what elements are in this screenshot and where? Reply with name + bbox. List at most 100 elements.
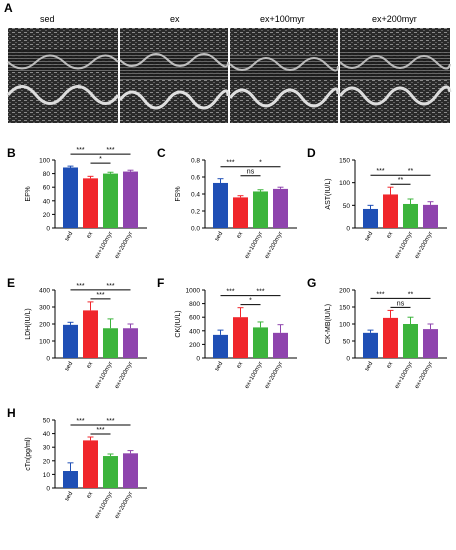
bar-ex-100myr <box>253 327 268 358</box>
significance-label: *** <box>376 291 384 298</box>
significance-label: *** <box>226 289 234 296</box>
y-tick-label: 100 <box>39 339 50 346</box>
chart-b: B 0 20 40 60 80 100 EF% sed ex ex+100myr ex+200myr *… <box>7 146 147 260</box>
y-tick-label: 0.8 <box>191 158 200 165</box>
x-tick-label: ex <box>386 231 394 239</box>
significance-label: *** <box>96 427 104 434</box>
bar-sed <box>213 334 228 358</box>
y-tick-label: 400 <box>39 288 50 295</box>
x-tick-label: ex+100myr <box>94 491 114 520</box>
significance-label: *** <box>96 292 104 299</box>
y-tick-label: 0 <box>46 226 50 233</box>
y-tick-label: 800 <box>189 301 200 308</box>
significance-label: ** <box>408 291 414 298</box>
x-tick-label: ex <box>86 361 94 369</box>
bar-ex-100myr <box>103 328 118 358</box>
y-tick-label: 0.4 <box>191 192 200 199</box>
y-tick-label: 200 <box>189 342 200 349</box>
chart-e: E 0 100 200 300 400 LDH(IU/L) sed ex ex+100myr ex+… <box>7 276 147 390</box>
y-tick-label: 0 <box>196 356 200 363</box>
chart-h: H 0 10 20 30 40 50 cTn(pg/ml) sed ex ex+100myr ex+2… <box>7 406 147 520</box>
x-tick-label: sed <box>64 491 74 502</box>
y-axis-label: CK(IU/L) <box>175 310 182 337</box>
panel-letter: F <box>157 276 164 290</box>
echo-label-sed: sed <box>40 14 55 24</box>
x-tick-label: ex+100myr <box>244 231 264 260</box>
significance-label: *** <box>226 160 234 167</box>
y-tick-label: 40 <box>43 431 51 438</box>
y-tick-label: 100 <box>339 180 350 187</box>
bar-ex-100myr <box>103 456 118 488</box>
significance-label: ** <box>398 177 404 184</box>
x-tick-label: ex+100myr <box>94 361 114 390</box>
bar-ex <box>83 440 98 488</box>
significance-label: *** <box>106 147 114 154</box>
x-tick-label: ex+100myr <box>394 361 414 390</box>
echo-label-ex: ex <box>170 14 180 24</box>
significance-label: *** <box>76 283 84 290</box>
x-tick-label: ex+200myr <box>114 491 134 520</box>
y-tick-label: 150 <box>339 305 350 312</box>
y-tick-label: 20 <box>43 212 51 219</box>
echo-strip-sed <box>6 28 120 123</box>
y-tick-label: 0 <box>346 356 350 363</box>
panel-letter: D <box>307 146 316 160</box>
panel-letter: H <box>7 406 16 420</box>
x-tick-label: ex <box>86 231 94 239</box>
panel-letter: A <box>4 1 13 15</box>
y-tick-label: 600 <box>189 315 200 322</box>
y-tick-label: 50 <box>43 418 51 425</box>
bar-ex <box>83 310 98 358</box>
x-tick-label: ex <box>236 361 244 369</box>
y-tick-label: 50 <box>343 203 351 210</box>
y-tick-label: 1000 <box>186 288 201 295</box>
bar-sed <box>363 208 378 228</box>
significance-label: *** <box>106 418 114 425</box>
x-tick-label: ex+100myr <box>94 231 114 260</box>
chart-d: D 0 50 100 150 AST(IU/L) sed ex ex+100myr ex+200m… <box>307 146 447 260</box>
bar-ex-100myr <box>403 324 418 358</box>
significance-label: * <box>249 298 252 305</box>
significance-label: *** <box>376 168 384 175</box>
chart-c: C 0.0 0.2 0.4 0.6 0.8 FS% sed ex ex+100myr ex+200m… <box>157 146 297 260</box>
y-tick-label: 50 <box>343 339 351 346</box>
y-axis-label: AST(IU/L) <box>325 178 332 209</box>
significance-label: * <box>259 160 262 167</box>
panel-letter: G <box>307 276 316 290</box>
y-tick-label: 0.0 <box>191 226 200 233</box>
bar-ex-200myr <box>273 332 288 358</box>
y-tick-label: 100 <box>339 322 350 329</box>
bar-ex <box>233 197 248 228</box>
x-tick-label: ex <box>386 361 394 369</box>
y-tick-label: 200 <box>39 322 50 329</box>
x-tick-label: ex+200myr <box>264 231 284 260</box>
y-tick-label: 200 <box>339 288 350 295</box>
significance-label: *** <box>76 418 84 425</box>
y-tick-label: 0 <box>46 356 50 363</box>
bar-ex-200myr <box>423 329 438 358</box>
bar-ex <box>233 317 248 358</box>
bar-ex <box>383 317 398 358</box>
x-tick-label: sed <box>364 361 374 372</box>
panel-letter: E <box>7 276 15 290</box>
x-tick-label: sed <box>214 361 224 372</box>
significance-label: *** <box>256 289 264 296</box>
y-axis-label: LDH(IU/L) <box>25 308 32 340</box>
x-tick-label: ex+100myr <box>244 361 264 390</box>
x-tick-label: ex+200myr <box>114 231 134 260</box>
y-tick-label: 0.2 <box>191 209 200 216</box>
y-tick-label: 40 <box>43 198 51 205</box>
chart-f: F 0 200 400 600 800 1000 CK(IU/L) sed ex ex+100myr… <box>157 276 297 390</box>
bar-ex-100myr <box>103 173 118 228</box>
x-tick-label: ex+200myr <box>414 361 434 390</box>
x-tick-label: ex <box>86 491 94 499</box>
x-tick-label: ex+200myr <box>264 361 284 390</box>
echo-strip-ex <box>118 28 230 123</box>
panel-letter: B <box>7 146 16 160</box>
y-tick-label: 300 <box>39 305 50 312</box>
y-tick-label: 0 <box>46 486 50 493</box>
x-tick-label: sed <box>64 361 74 372</box>
x-tick-label: sed <box>364 231 374 242</box>
bar-ex <box>83 178 98 228</box>
